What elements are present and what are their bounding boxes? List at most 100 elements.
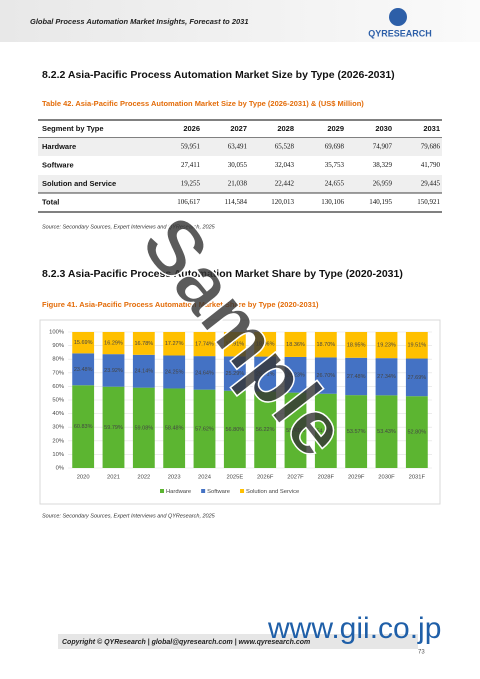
cell: 59,951 <box>181 143 201 151</box>
row-label: Solution and Service <box>42 179 116 188</box>
bar-segment <box>375 358 398 396</box>
column-header: 2027 <box>230 124 247 133</box>
x-tick-label: 2031F <box>409 475 426 481</box>
bar-segment <box>375 395 398 468</box>
data-label: 18.70% <box>317 342 336 348</box>
data-label: 54.60% <box>317 428 336 434</box>
bar-segment <box>163 355 186 389</box>
cell: 19,255 <box>181 180 201 188</box>
section-heading: 8.2.3 Asia-Pacific Process Automation Ma… <box>42 268 403 280</box>
data-label: 27.69% <box>408 375 427 381</box>
row-label: Total <box>42 197 59 206</box>
x-tick-label: 2030F <box>378 475 395 481</box>
bar-segment <box>284 356 307 393</box>
data-label: 56.22% <box>256 427 275 433</box>
column-header: Segment by Type <box>42 124 104 133</box>
data-label: 17.27% <box>165 341 184 347</box>
cell: 114,584 <box>225 198 248 206</box>
data-label: 16.29% <box>104 341 123 347</box>
bar-segment <box>72 353 95 386</box>
data-label: 25.29% <box>226 371 245 377</box>
bar-segment <box>132 387 155 468</box>
column-header: 2029 <box>327 124 344 133</box>
x-tick-label: 2024 <box>198 475 212 481</box>
y-tick-label: 60% <box>52 384 64 390</box>
bar-segment <box>405 396 428 468</box>
table-caption: Table 42. Asia-Pacific Process Automatio… <box>42 99 364 108</box>
data-label: 24.64% <box>195 370 214 376</box>
data-label: 15.69% <box>74 340 93 346</box>
column-header: 2028 <box>277 124 294 133</box>
data-label: 27.48% <box>347 374 366 380</box>
row-label: Software <box>42 160 74 169</box>
cell: 38,329 <box>373 161 393 169</box>
legend-label: Software <box>207 489 230 495</box>
cell: 30,055 <box>228 161 248 169</box>
data-label: 23.48% <box>74 367 93 373</box>
bar-segment <box>345 395 368 468</box>
data-label: 59.79% <box>104 425 123 431</box>
cell: 63,491 <box>228 143 248 151</box>
bar-segment <box>72 332 95 354</box>
bar-segment <box>193 389 216 468</box>
legend-swatch <box>160 489 164 493</box>
data-label: 26.23% <box>286 372 305 378</box>
bar-segment <box>314 332 337 358</box>
legend-label: Hardware <box>166 489 191 495</box>
column-header: 2030 <box>375 124 392 133</box>
data-label: 53.43% <box>377 429 396 435</box>
legend-label: Solution and Service <box>246 489 299 495</box>
bar-segment <box>102 354 125 387</box>
data-label: 18.06% <box>256 342 275 348</box>
y-tick-label: 10% <box>52 452 64 458</box>
bar-segment <box>193 356 216 390</box>
data-label: 19.23% <box>377 343 396 349</box>
cell: 79,686 <box>421 143 441 151</box>
data-label: 56.80% <box>226 427 245 433</box>
row-shade <box>38 175 442 193</box>
bar-segment <box>254 332 277 357</box>
bar-segment <box>132 332 155 355</box>
y-tick-label: 90% <box>52 343 64 349</box>
bar-segment <box>163 332 186 356</box>
x-tick-label: 2027F <box>287 475 304 481</box>
bar-segment <box>254 356 277 392</box>
data-label: 19.51% <box>408 343 427 349</box>
cell: 106,617 <box>177 198 200 206</box>
data-label: 55.41% <box>286 428 305 434</box>
row-shade <box>38 138 442 156</box>
bar-segment <box>284 332 307 357</box>
data-label: 53.57% <box>347 429 366 435</box>
bar-segment <box>132 354 155 388</box>
y-tick-label: 20% <box>52 438 64 444</box>
source: Source: Secondary Sources, Expert Interv… <box>42 513 216 519</box>
y-tick-label: 0% <box>56 466 64 472</box>
cell: 130,106 <box>321 198 344 206</box>
bar-segment <box>72 385 95 468</box>
x-tick-label: 2029F <box>348 475 365 481</box>
data-label: 17.74% <box>195 342 214 348</box>
chart: 0% 10% 20% 30% 40% 50% 60% 70% 80% 90% 100% 60.83% 2… <box>49 330 432 495</box>
bar-segment <box>314 357 337 394</box>
data-label: 18.95% <box>347 342 366 348</box>
logo-icon <box>389 8 407 26</box>
x-tick-label: 2021 <box>107 475 120 481</box>
bar-segment <box>284 392 307 468</box>
column-header: 2026 <box>183 124 200 133</box>
logo: QYRESEARCH <box>368 28 432 38</box>
footer-copyright: Copyright © QYResearch | global@qyresear… <box>62 638 310 646</box>
bar-segment <box>102 332 125 355</box>
bar-segment <box>405 332 428 359</box>
data-label: 60.83% <box>74 424 93 430</box>
bar-segment <box>375 332 398 359</box>
data-label: 26.70% <box>317 373 336 379</box>
column-header: 2031 <box>423 124 440 133</box>
x-tick-label: 2025E <box>226 475 243 481</box>
bar-segment <box>223 356 246 391</box>
source: Source: Secondary Sources, Expert Interv… <box>42 224 216 230</box>
bar-segment <box>193 332 216 357</box>
bar-segment <box>405 358 428 397</box>
bar-segment <box>254 391 277 468</box>
data-label: 57.62% <box>195 426 214 432</box>
